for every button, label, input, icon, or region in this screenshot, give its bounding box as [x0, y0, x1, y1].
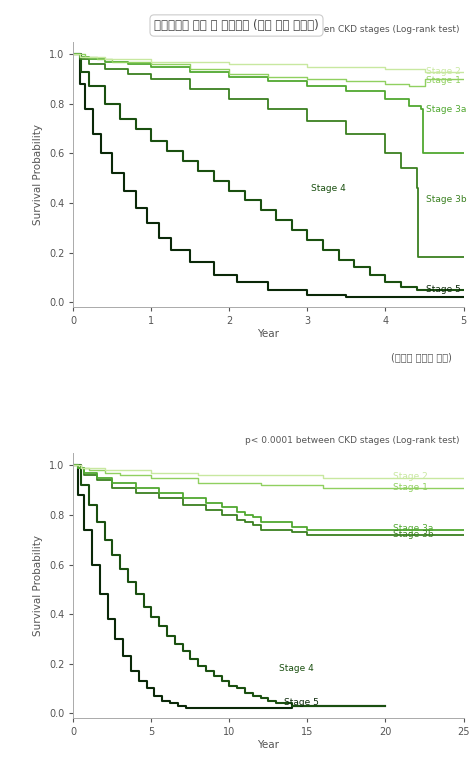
Text: p< 0.0001 between CKD stages (Log-rank test): p< 0.0001 between CKD stages (Log-rank t… — [245, 25, 460, 34]
Text: Stage 3b: Stage 3b — [393, 530, 434, 540]
Text: Stage 3a: Stage 3a — [393, 524, 434, 533]
Text: p< 0.0001 between CKD stages (Log-rank test): p< 0.0001 between CKD stages (Log-rank t… — [245, 436, 460, 445]
Text: Stage 3b: Stage 3b — [426, 195, 467, 204]
Text: Stage 4: Stage 4 — [311, 184, 346, 192]
Text: Stage 5: Stage 5 — [426, 285, 461, 294]
Text: (동의서 서명일 기준): (동의서 서명일 기준) — [391, 352, 452, 363]
Text: Stage 4: Stage 4 — [280, 664, 314, 673]
Text: Stage 1: Stage 1 — [393, 483, 428, 492]
Text: Stage 2: Stage 2 — [393, 472, 428, 481]
Text: Stage 2: Stage 2 — [426, 67, 461, 76]
X-axis label: Year: Year — [257, 740, 280, 750]
X-axis label: Year: Year — [257, 329, 280, 339]
Y-axis label: Survival Probability: Survival Probability — [34, 124, 44, 225]
Text: 만성신장병 병기 별 신장사건 (투석 또는 신이식): 만성신장병 병기 별 신장사건 (투석 또는 신이식) — [154, 19, 319, 32]
Y-axis label: Survival Probability: Survival Probability — [34, 535, 44, 636]
Text: Stage 3a: Stage 3a — [426, 106, 466, 115]
Text: Stage 1: Stage 1 — [426, 76, 461, 84]
Text: Stage 5: Stage 5 — [284, 698, 319, 707]
